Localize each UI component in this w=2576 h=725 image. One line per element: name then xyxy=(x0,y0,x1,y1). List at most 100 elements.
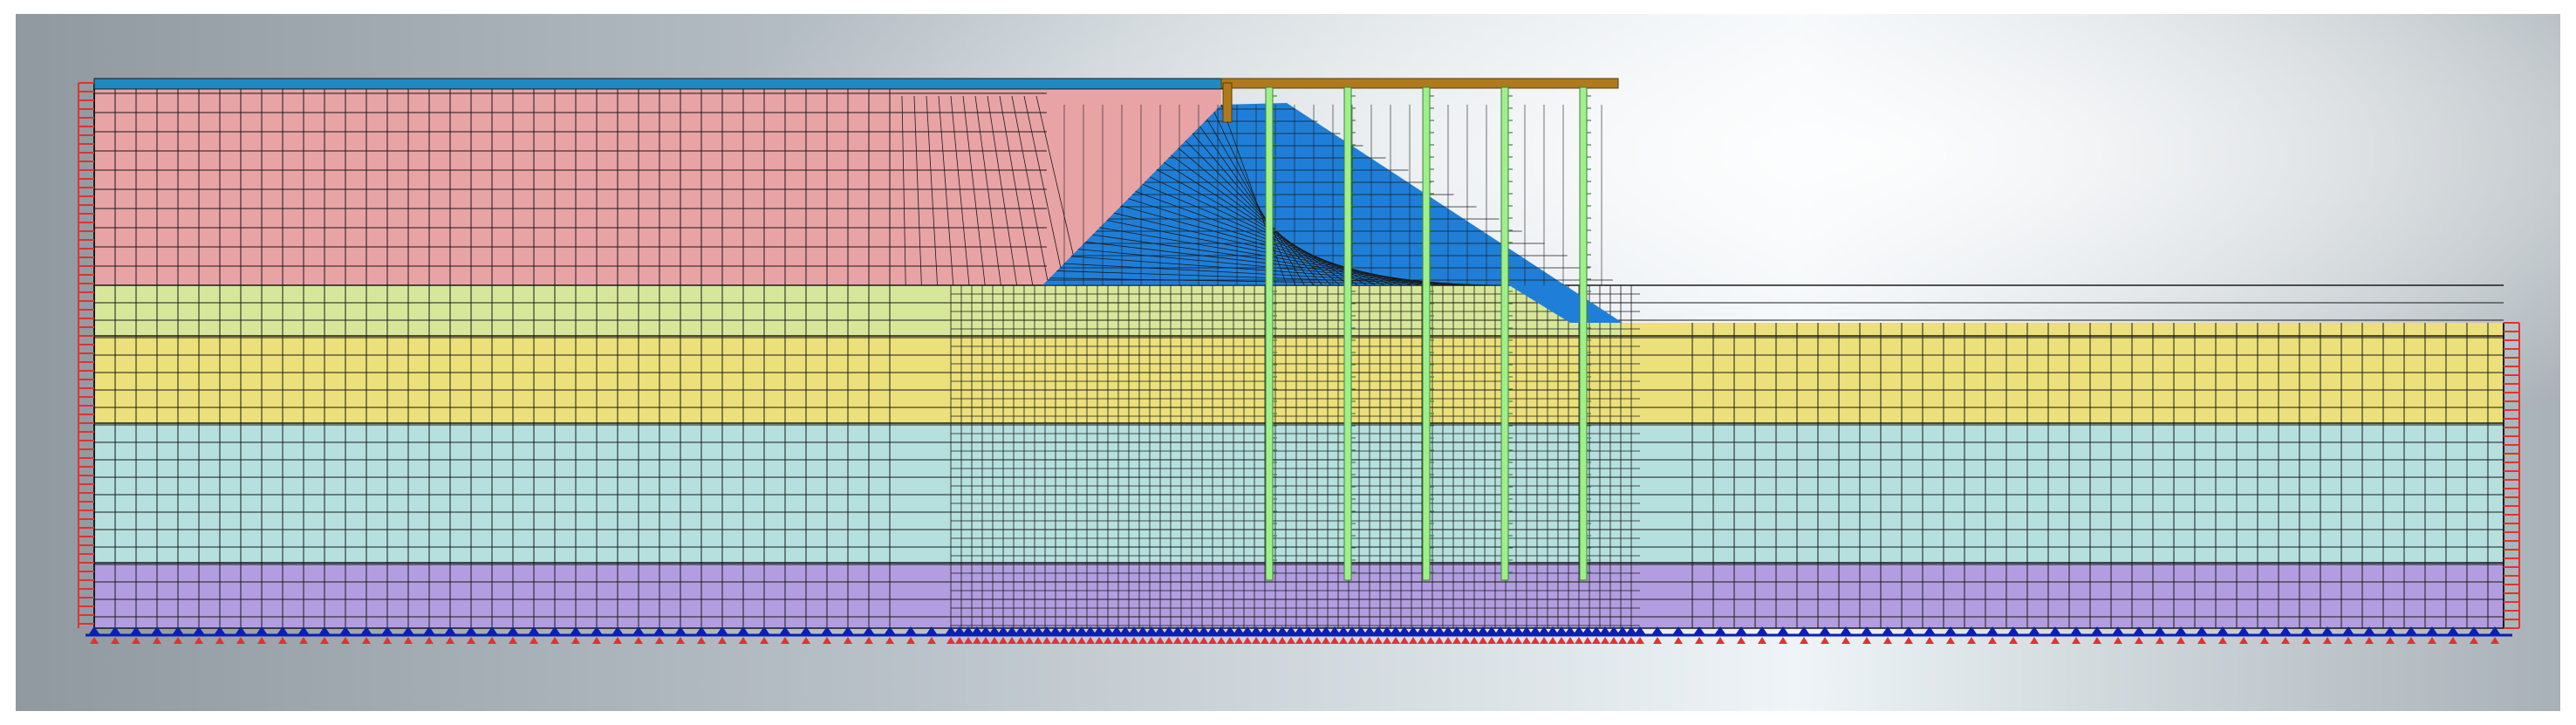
bottom-support-red xyxy=(2135,637,2143,644)
bottom-support xyxy=(1520,626,1533,635)
mesh-line xyxy=(1192,133,1323,286)
layer-yellow xyxy=(94,336,2504,423)
bottom-support-red xyxy=(2197,637,2206,644)
bottom-support-red xyxy=(1313,637,1322,644)
bottom-support-red xyxy=(990,637,999,644)
bottom-support xyxy=(1512,626,1524,635)
bottom-support xyxy=(1442,626,1454,635)
bottom-support xyxy=(1840,626,1852,635)
mesh-line xyxy=(1171,154,1349,286)
bottom-support-red xyxy=(153,637,161,644)
bottom-support-red xyxy=(1295,637,1304,644)
bottom-support-red xyxy=(1435,637,1444,644)
bottom-support-red xyxy=(1716,637,1725,644)
bottom-support-red xyxy=(718,637,727,644)
bottom-support-red xyxy=(2407,637,2415,644)
bottom-support-red xyxy=(195,637,203,644)
bottom-support-red xyxy=(1330,637,1339,644)
bottom-support xyxy=(632,626,645,635)
bottom-support xyxy=(2217,626,2229,635)
bottom-support-red xyxy=(1269,637,1278,644)
mesh-line xyxy=(1035,95,1081,286)
bottom-support xyxy=(549,626,561,635)
bottom-support-red xyxy=(1883,637,1892,644)
bottom-support-red xyxy=(1487,637,1496,644)
bottom-support-red xyxy=(1121,637,1130,644)
bottom-support-red xyxy=(1322,637,1330,644)
mesh-line xyxy=(1023,95,1065,286)
bottom-support xyxy=(2238,626,2250,635)
bottom-support xyxy=(1986,626,1999,635)
bottom-support-red xyxy=(236,637,245,644)
bottom-support xyxy=(884,626,896,635)
bottom-support-red xyxy=(823,637,831,644)
bottom-support xyxy=(1634,626,1646,635)
bottom-support xyxy=(1163,626,1175,635)
bottom-support-red xyxy=(1112,637,1121,644)
bottom-support-red xyxy=(1339,637,1348,644)
bottom-support-red xyxy=(1095,637,1104,644)
bottom-support xyxy=(2049,626,2061,635)
bottom-support-red xyxy=(1513,637,1522,644)
mesh-line xyxy=(1185,140,1332,286)
bottom-support xyxy=(1468,626,1480,635)
bottom-support-red xyxy=(1016,637,1025,644)
bottom-support-red xyxy=(1925,637,1934,644)
bottom-support xyxy=(423,626,435,635)
bottom-support xyxy=(1180,626,1192,635)
bottom-support-red xyxy=(1365,637,1374,644)
bottom-support-red xyxy=(1060,637,1069,644)
bottom-support xyxy=(1215,626,1227,635)
bottom-support-red xyxy=(2072,637,2081,644)
bottom-support-red xyxy=(1636,637,1644,644)
bottom-support xyxy=(653,626,666,635)
bottom-support xyxy=(1329,626,1341,635)
bottom-support xyxy=(2258,626,2271,635)
bottom-support xyxy=(1965,626,1978,635)
bottom-support xyxy=(1076,626,1088,635)
bottom-support xyxy=(2300,626,2313,635)
bottom-support-red xyxy=(1374,637,1383,644)
bottom-support-red xyxy=(1566,637,1575,644)
bottom-support-red xyxy=(1557,637,1566,644)
bottom-support xyxy=(130,626,142,635)
bottom-support-red xyxy=(781,637,789,644)
bottom-support-red xyxy=(1800,637,1808,644)
bottom-support xyxy=(1198,626,1210,635)
bottom-support-red xyxy=(1278,637,1287,644)
bottom-support xyxy=(1250,626,1262,635)
bottom-support-red xyxy=(2239,637,2248,644)
bottom-support xyxy=(1416,626,1428,635)
bottom-support-red xyxy=(1601,637,1609,644)
bottom-support xyxy=(360,626,372,635)
bottom-support-red xyxy=(1418,637,1426,644)
bottom-support xyxy=(1337,626,1349,635)
bottom-support xyxy=(1573,626,1585,635)
bottom-support xyxy=(1006,626,1018,635)
bottom-support xyxy=(1145,626,1158,635)
bottom-support xyxy=(1582,626,1594,635)
bottom-support xyxy=(674,626,687,635)
bottom-support-red xyxy=(955,637,964,644)
bottom-support xyxy=(486,626,498,635)
layer-embankment-fill xyxy=(94,83,1221,285)
bottom-support xyxy=(980,626,992,635)
bottom-support xyxy=(612,626,624,635)
cap-beam xyxy=(1220,78,1619,89)
bottom-support-red xyxy=(1522,637,1531,644)
bottom-support xyxy=(1346,626,1358,635)
bottom-support xyxy=(695,626,707,635)
bottom-support-red xyxy=(446,637,454,644)
bottom-support xyxy=(2112,626,2124,635)
bottom-support-red xyxy=(2030,637,2039,644)
bottom-support-red xyxy=(132,637,140,644)
bottom-support-red xyxy=(2302,637,2311,644)
mesh-line xyxy=(938,95,954,286)
bottom-support xyxy=(1119,626,1131,635)
bottom-support xyxy=(256,626,268,635)
bottom-support-red xyxy=(509,637,517,644)
bottom-support xyxy=(2426,626,2438,635)
bottom-support-red xyxy=(613,637,622,644)
